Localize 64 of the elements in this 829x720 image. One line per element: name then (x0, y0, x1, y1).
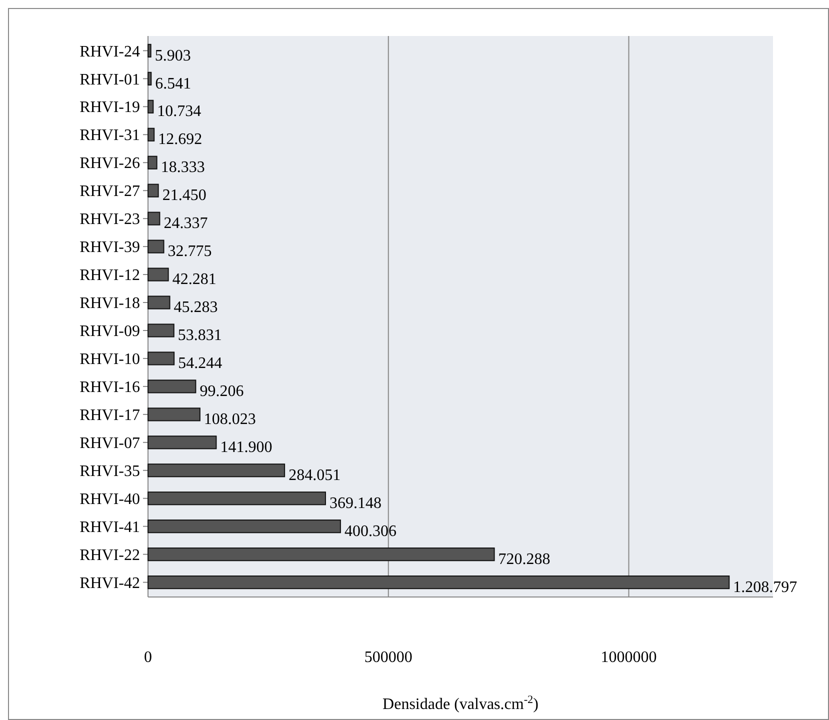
y-tick-label: RHVI-07 (80, 435, 140, 452)
bar (148, 436, 217, 450)
data-label: 24.337 (164, 215, 208, 232)
bar (148, 324, 174, 338)
data-label: 369.148 (329, 494, 382, 512)
data-label: 32.775 (168, 243, 212, 260)
y-tick-label: RHVI-22 (80, 546, 140, 564)
data-label: 99.206 (200, 383, 244, 400)
bar (148, 72, 152, 86)
y-tick-label: RHVI-31 (80, 127, 140, 144)
y-tick-label: RHVI-09 (80, 323, 140, 340)
y-tick-label: RHVI-18 (80, 295, 140, 312)
y-tick-label: RHVI-17 (80, 407, 140, 424)
data-label: 400.306 (344, 522, 396, 540)
bar (148, 408, 200, 422)
data-label: 54.244 (178, 355, 222, 372)
data-label: 18.333 (160, 159, 205, 176)
data-label: 10.734 (157, 103, 202, 120)
data-label: 108.023 (204, 411, 256, 428)
data-label: 141.900 (220, 439, 272, 456)
bar (148, 464, 286, 478)
bar (148, 296, 170, 310)
y-tick-label: RHVI-35 (80, 462, 140, 480)
y-tick-label: RHVI-42 (80, 574, 140, 592)
y-tick-label: RHVI-01 (80, 71, 140, 88)
bar (148, 548, 495, 562)
y-tick-label: RHVI-40 (80, 490, 140, 508)
bar (148, 212, 160, 226)
bar (148, 268, 169, 282)
data-label: 21.450 (162, 187, 206, 204)
bar (148, 380, 196, 394)
data-label: 1.208.797 (733, 578, 798, 596)
bar (148, 128, 155, 142)
bar (148, 576, 730, 590)
y-tick-label: RHVI-27 (80, 183, 140, 200)
data-label: 42.281 (172, 271, 216, 288)
data-label: 53.831 (178, 327, 222, 344)
bar (148, 184, 159, 198)
y-tick-label: RHVI-39 (80, 239, 140, 256)
bar (148, 352, 175, 366)
y-tick-label: RHVI-12 (80, 267, 140, 284)
bar (148, 100, 154, 114)
data-label: 720.288 (498, 550, 550, 568)
y-tick-label: RHVI-26 (80, 155, 140, 172)
data-label: 12.692 (158, 131, 202, 148)
x-tick-label: 1000000 (600, 649, 657, 666)
y-tick-label: RHVI-24 (80, 43, 140, 60)
y-tick-label: RHVI-41 (80, 518, 140, 536)
y-tick-label: RHVI-19 (80, 99, 140, 116)
x-tick-label: 0 (144, 649, 152, 666)
y-tick-label: RHVI-16 (80, 379, 140, 396)
x-axis-title: Densidade (valvas.cm$^{-2}$) (382, 694, 538, 713)
y-tick-label: RHVI-23 (80, 211, 140, 228)
data-label: 284.051 (288, 466, 341, 484)
x-tick-label: 500000 (364, 649, 412, 666)
data-label: 6.541 (155, 75, 192, 92)
bar (148, 44, 152, 58)
bar (148, 492, 326, 506)
data-label: 5.903 (154, 47, 191, 64)
bar (148, 520, 341, 534)
data-label: 45.283 (174, 299, 218, 316)
y-tick-label: RHVI-10 (80, 351, 140, 368)
bar (148, 240, 164, 254)
bar (148, 156, 158, 170)
